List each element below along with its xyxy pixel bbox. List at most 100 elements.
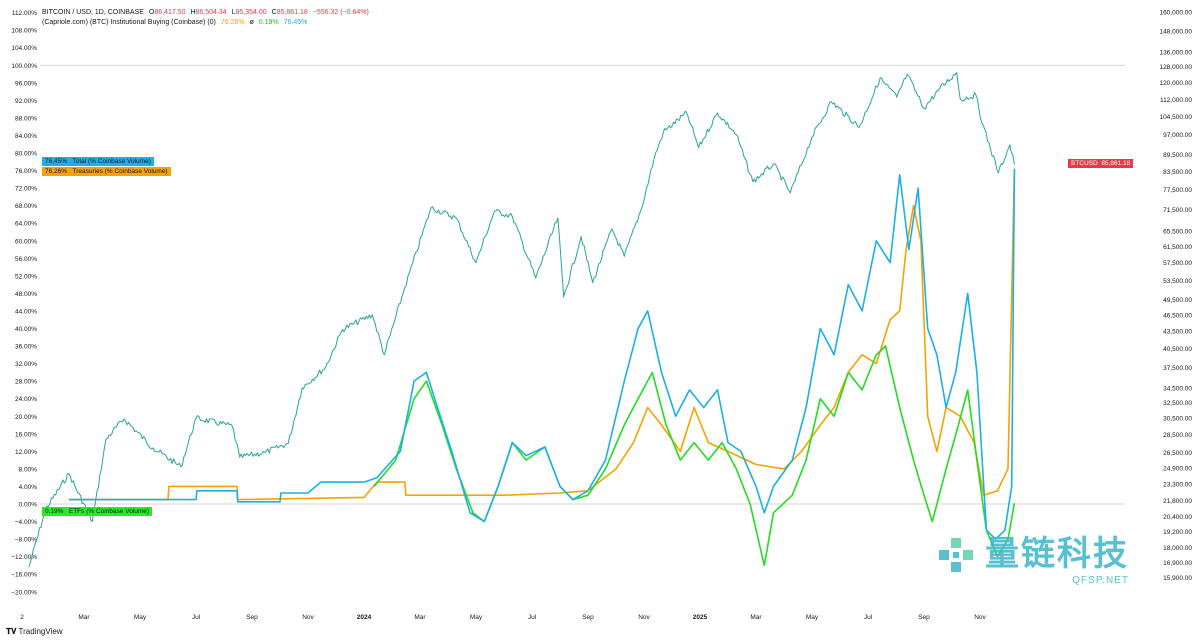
- left-axis-tick: 36.00%: [15, 344, 37, 351]
- btc-price-line: [28, 72, 1015, 568]
- x-axis-tick: May: [806, 614, 819, 621]
- right-axis-tick: 20,400.00: [1163, 514, 1192, 521]
- left-axis-tick: 68.00%: [15, 203, 37, 210]
- etfs-line: [373, 345, 1016, 567]
- change-value: −556.32 (−0.64%): [312, 9, 369, 16]
- right-axis-tick: 128,000.00: [1159, 64, 1192, 71]
- left-axis-tick: 108.00%: [11, 28, 37, 35]
- left-axis-tick: −20.00%: [11, 589, 37, 596]
- separator: ø: [249, 19, 254, 26]
- x-axis-tick: Nov: [638, 614, 650, 621]
- right-axis-tick: 30,500.00: [1163, 416, 1192, 423]
- tradingview-logo[interactable]: 𝐓𝐕 TradingView: [6, 627, 63, 636]
- right-axis-tick: 53,500.00: [1163, 278, 1192, 285]
- x-axis-tick: May: [134, 614, 147, 621]
- right-axis-tick: 19,200.00: [1163, 529, 1192, 536]
- left-axis-tick: 96.00%: [15, 80, 37, 87]
- right-axis-tick: 89,500.00: [1163, 152, 1192, 159]
- x-axis-tick: Mar: [78, 614, 90, 621]
- left-axis-tick: 24.00%: [15, 396, 37, 403]
- high-value: 86,504.34: [195, 9, 227, 16]
- right-axis-tick: 61,500.00: [1163, 244, 1192, 251]
- x-axis-tick: Mar: [750, 614, 762, 621]
- right-axis-tick: 24,900.00: [1163, 465, 1192, 472]
- treasuries-value: 76.26%: [220, 19, 245, 26]
- left-axis-tick: −4.00%: [15, 519, 37, 526]
- right-axis-tick: 28,500.00: [1163, 432, 1192, 439]
- right-axis-tick: 18,000.00: [1163, 545, 1192, 552]
- watermark-main: 量链科技: [985, 534, 1129, 574]
- left-axis-tick: 40.00%: [15, 326, 37, 333]
- right-axis-tick: 46,500.00: [1163, 312, 1192, 319]
- tradingview-icon: 𝐓𝐕: [6, 627, 17, 636]
- right-axis-tick: 97,000.00: [1163, 132, 1192, 139]
- watermark-logo-icon: [939, 538, 973, 572]
- treasuries-tag: 76.26% Treasuries (% Coinbase Volume): [42, 167, 171, 176]
- price-tag: BTCUSD 85,861.18: [1068, 159, 1134, 168]
- right-axis-tick: 37,500.00: [1163, 365, 1192, 372]
- left-axis-tick: 72.00%: [15, 186, 37, 193]
- right-axis-tick: 43,500.00: [1163, 329, 1192, 336]
- right-axis-tick: 32,500.00: [1163, 400, 1192, 407]
- right-axis-tick: 49,500.00: [1163, 297, 1192, 304]
- left-axis-tick: 100.00%: [11, 63, 37, 70]
- left-axis-tick: 0.00%: [19, 502, 38, 509]
- left-axis-tick: −12.00%: [11, 554, 37, 561]
- left-axis-tick: −8.00%: [15, 537, 37, 544]
- left-axis-tick: 56.00%: [15, 256, 37, 263]
- x-axis-tick: 2025: [693, 614, 708, 621]
- left-axis-tick: 8.00%: [19, 466, 38, 473]
- right-axis-tick: 120,000.00: [1159, 80, 1192, 87]
- left-axis-tick: 76.00%: [15, 168, 37, 175]
- right-axis-tick: 71,500.00: [1163, 207, 1192, 214]
- right-axis-tick: 26,500.00: [1163, 450, 1192, 457]
- left-axis-tick: 92.00%: [15, 98, 37, 105]
- left-axis-tick: 48.00%: [15, 291, 37, 298]
- x-axis-tick: 2: [20, 614, 24, 621]
- right-axis-tick: 16,900.00: [1163, 560, 1192, 567]
- left-axis-tick: 52.00%: [15, 273, 37, 280]
- left-axis-tick: 32.00%: [15, 361, 37, 368]
- x-axis-tick: Jul: [528, 614, 537, 621]
- right-axis-tick: 104,500.00: [1159, 114, 1192, 121]
- right-axis-tick: 77,500.00: [1163, 187, 1192, 194]
- left-axis-tick: 16.00%: [15, 431, 37, 438]
- watermark: 量链科技 QFSP.NET: [935, 526, 1129, 586]
- left-axis-tick: 64.00%: [15, 221, 37, 228]
- right-axis-tick: 65,500.00: [1163, 228, 1192, 235]
- right-axis-tick: 40,500.00: [1163, 346, 1192, 353]
- close-value: 85,861.18: [276, 9, 308, 16]
- low-value: 85,354.00: [235, 9, 267, 16]
- left-axis-tick: 28.00%: [15, 379, 37, 386]
- left-axis-tick: 84.00%: [15, 133, 37, 140]
- right-axis-tick: 34,500.00: [1163, 385, 1192, 392]
- right-axis-tick: 148,000.00: [1159, 29, 1192, 36]
- right-axis-tick: 83,500.00: [1163, 169, 1192, 176]
- watermark-sub: QFSP.NET: [1072, 575, 1129, 586]
- right-axis-tick: 21,800.00: [1163, 498, 1192, 505]
- left-axis-tick: 88.00%: [15, 115, 37, 122]
- right-axis-tick: 160,000.00: [1159, 10, 1192, 17]
- etfs-value: 0.19%: [258, 19, 279, 26]
- x-axis-tick: Jul: [192, 614, 201, 621]
- total-line: [68, 168, 1016, 540]
- x-axis-tick: Nov: [974, 614, 986, 621]
- right-axis-tick: 112,000.00: [1160, 97, 1192, 104]
- x-axis-tick: Mar: [414, 614, 426, 621]
- left-axis-tick: 20.00%: [15, 414, 37, 421]
- symbol-title: BITCOIN / USD, 1D, COINBASE: [42, 9, 144, 16]
- left-axis-tick: 112.00%: [12, 10, 37, 17]
- etfs-tag: 0.19% ETFs (% Coinbase Volume): [42, 507, 153, 516]
- x-axis-tick: Sep: [246, 614, 258, 621]
- right-axis-tick: 57,500.00: [1163, 260, 1192, 267]
- left-axis-tick: 44.00%: [15, 308, 37, 315]
- x-axis-tick: Sep: [582, 614, 594, 621]
- left-axis-tick: 12.00%: [15, 449, 37, 456]
- indicator-legend[interactable]: (Capriole.com) (BTC) Institutional Buyin…: [42, 19, 310, 26]
- right-axis-tick: 23,300.00: [1163, 482, 1192, 489]
- left-axis-tick: 4.00%: [19, 484, 38, 491]
- indicator-title: (Capriole.com) (BTC) Institutional Buyin…: [42, 19, 216, 26]
- x-axis-tick: May: [470, 614, 483, 621]
- treasuries-line: [68, 169, 1016, 501]
